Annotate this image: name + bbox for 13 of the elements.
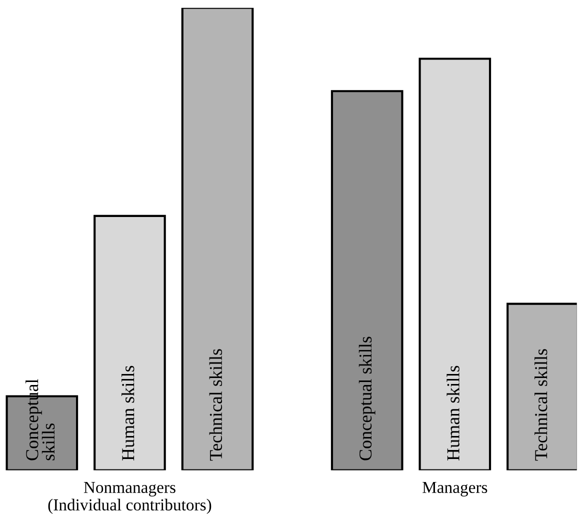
bar <box>181 8 254 470</box>
text: Conceptual skills <box>26 379 55 460</box>
bar <box>506 302 577 470</box>
bar <box>94 214 166 470</box>
bar <box>330 90 404 470</box>
series-label: Conceptual skills <box>358 336 376 460</box>
bar <box>418 58 492 470</box>
x-tick-label: Managers <box>422 482 488 496</box>
x-tick-label: Nonmanagers (Individual contributors) <box>48 482 212 514</box>
text: Technical skills <box>534 349 548 461</box>
series-label: Human skills <box>122 366 134 460</box>
series-label: Technical skills <box>209 349 222 461</box>
text: Human skills <box>446 366 460 460</box>
